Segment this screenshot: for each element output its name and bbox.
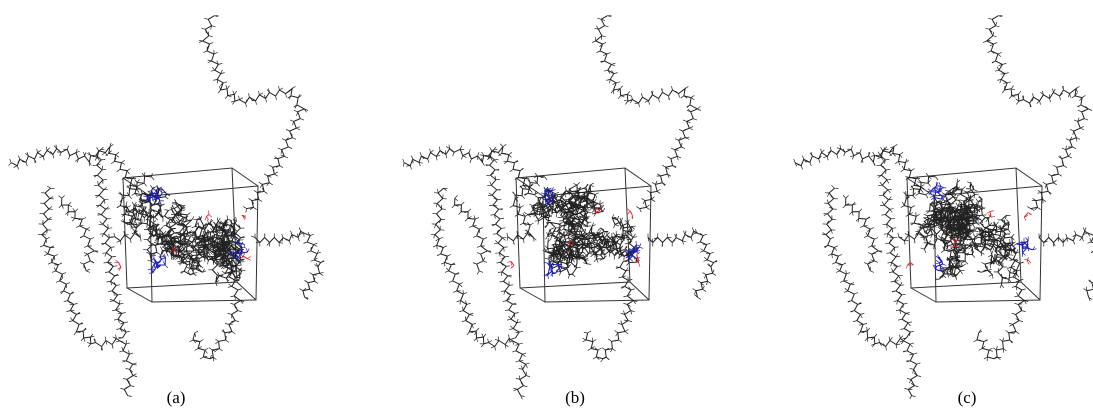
- chain-hydrogens: [843, 195, 883, 272]
- chain-hydrogens: [507, 262, 514, 269]
- chain-hydrogens: [983, 16, 1092, 211]
- panel: [9, 16, 325, 397]
- chain-hydrogens: [251, 228, 324, 300]
- chain: [586, 261, 633, 358]
- chain-hydrogens: [822, 186, 921, 400]
- panel: [794, 16, 1093, 399]
- chain: [119, 263, 121, 268]
- chain: [203, 16, 305, 209]
- chain: [955, 241, 956, 247]
- chain-hydrogens: [59, 195, 99, 272]
- page: (a)(b)(c) (() => { const data = JSON.par…: [0, 0, 1093, 408]
- chain: [243, 256, 247, 259]
- chain: [826, 188, 917, 395]
- chain: [255, 231, 321, 297]
- chain: [42, 188, 133, 395]
- figure: (a) (b) (c): [0, 0, 1093, 408]
- chain-hydrogens: [794, 144, 929, 198]
- panel-label: (c): [958, 388, 977, 407]
- chain: [435, 188, 526, 395]
- chain: [630, 211, 632, 215]
- chain: [987, 16, 1089, 209]
- panel-label: (a): [167, 388, 186, 407]
- panel-label: (b): [565, 388, 585, 407]
- chain: [596, 16, 698, 209]
- chain-hydrogens: [1013, 237, 1037, 257]
- chain-hydrogens: [9, 143, 146, 197]
- chain: [795, 147, 926, 195]
- chain: [880, 150, 910, 338]
- chain-hydrogens: [38, 186, 137, 397]
- chain: [489, 150, 519, 338]
- chain-hydrogens: [974, 259, 1029, 361]
- chain: [173, 248, 175, 249]
- chain-hydrogens: [1024, 213, 1031, 221]
- chain: [207, 214, 209, 216]
- chain-hydrogens: [111, 172, 155, 245]
- chain: [936, 258, 943, 271]
- chain: [96, 150, 126, 338]
- chain-hydrogens: [431, 188, 530, 399]
- chain-hydrogens: [452, 195, 492, 274]
- chain: [11, 147, 142, 195]
- panel: [403, 16, 718, 400]
- chain-hydrogens: [403, 144, 538, 196]
